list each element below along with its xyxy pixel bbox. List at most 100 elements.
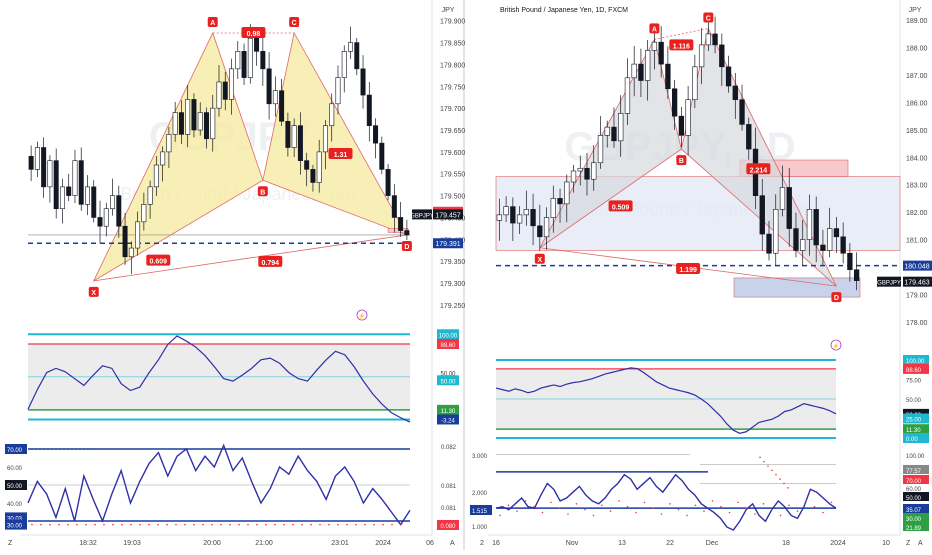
osc2-dot	[76, 523, 78, 526]
candle-body	[341, 51, 347, 78]
candle-body	[128, 247, 134, 258]
candle-body	[391, 195, 397, 218]
osc2-left-label: 1.515	[472, 509, 488, 515]
osc2-dot	[328, 523, 330, 526]
osc-tag-text: 100.00	[439, 333, 458, 339]
y-tick-label: 179.600	[440, 150, 465, 157]
y-tick-label: 185.00	[906, 128, 928, 135]
osc2-right-label: 35.07	[906, 508, 922, 514]
osc2-right-label: 21.89	[906, 526, 922, 532]
candle-body	[178, 112, 184, 135]
osc2-dot	[94, 523, 96, 526]
osc2-dot	[35, 448, 37, 450]
flash-icon[interactable]	[356, 309, 368, 321]
osc2-dot	[139, 523, 141, 526]
osc-tag	[437, 414, 459, 425]
osc2-dot	[220, 523, 222, 526]
candle-body	[712, 33, 718, 46]
zone-target	[733, 277, 861, 298]
candle-body	[786, 187, 792, 229]
ratio-label-bg	[676, 262, 701, 274]
osc-tag	[903, 413, 929, 424]
osc2-dot	[550, 501, 552, 504]
osc2-dot	[516, 510, 518, 512]
y-tick-label: 179.250	[440, 303, 465, 310]
osc-line	[495, 367, 837, 434]
candle-body	[840, 236, 846, 254]
osc2-left-label: 50.00	[7, 484, 23, 490]
x-tick-label: 16	[492, 540, 500, 547]
point-label: D	[834, 295, 839, 302]
osc2-right-label: 0.081	[441, 484, 457, 490]
osc2-dot	[130, 523, 132, 526]
osc2-line	[27, 443, 411, 526]
osc-tag-text: 88.60	[906, 368, 922, 374]
point-label: C	[706, 15, 711, 22]
candle-body	[604, 126, 610, 136]
y-tick-label: 179.300	[440, 281, 465, 288]
candle-body	[692, 66, 698, 101]
osc2-right-label: 50.00	[906, 496, 922, 502]
axis-corner: Z	[8, 540, 13, 547]
symbol-tag	[412, 209, 432, 220]
osc2-dot	[783, 482, 785, 485]
candle-body	[97, 217, 103, 227]
y-tick-label: 179.00	[906, 292, 928, 299]
axis-corner: A	[918, 540, 923, 547]
y-tick-label: 189.00	[906, 18, 928, 25]
osc2-dot	[166, 523, 168, 526]
point-label: B	[260, 189, 265, 196]
flash-icon-glyph: ⚡	[832, 342, 839, 350]
candle-body	[671, 88, 678, 117]
candle-body	[297, 125, 303, 161]
osc-tag-text: 25.00	[906, 418, 922, 424]
candle-body	[543, 217, 550, 238]
osc2-dot	[788, 504, 790, 507]
osc-tag	[903, 355, 929, 365]
y-tick-label: 187.00	[906, 73, 928, 80]
candle-body	[348, 42, 354, 52]
point-label-bg	[401, 240, 412, 251]
osc2-dot	[184, 523, 186, 526]
osc2-dot	[626, 505, 629, 508]
osc2-tag	[903, 504, 929, 513]
flash-icon[interactable]	[830, 339, 842, 351]
osc2-dot	[541, 511, 544, 514]
osc-tag-text: 11.30	[441, 409, 456, 415]
osc2-line	[495, 473, 837, 531]
candle-body	[759, 195, 765, 235]
point-label-bg	[649, 23, 660, 34]
candle-body	[385, 169, 391, 196]
osc2-left-label: 40.00	[7, 502, 23, 508]
osc2-left-tag	[5, 444, 27, 454]
candle-body	[28, 155, 34, 170]
y-tick-label: 179.650	[440, 128, 465, 135]
osc2-dot	[87, 448, 89, 450]
point-label-bg	[257, 186, 268, 197]
osc2-dot	[40, 523, 42, 526]
osc2-dot	[805, 500, 807, 502]
y-tick-label: 179.700	[440, 106, 465, 113]
axis-corner: Z	[906, 540, 911, 547]
candle-body	[631, 63, 637, 79]
osc2-dot	[49, 523, 51, 526]
candle-body	[577, 167, 583, 172]
osc-tag	[437, 367, 459, 378]
osc2-dot	[71, 448, 73, 450]
point-label: A	[210, 20, 215, 27]
x-tick-label: 23:01	[331, 540, 349, 547]
osc-tag	[437, 338, 459, 349]
ratio-label-bg	[746, 163, 771, 175]
chart-title: British Pound / Japanese Yen, 1D, FXCM	[500, 7, 628, 14]
osc2-dot	[567, 513, 569, 515]
osc2-dot	[55, 448, 57, 450]
candle-body	[172, 112, 178, 135]
osc2-left-tag	[470, 505, 492, 515]
y-tick-label: 179.500	[440, 194, 465, 201]
osc2-dot	[771, 469, 773, 472]
osc2-dot	[558, 507, 561, 509]
osc-tag-text: 50.00	[440, 379, 456, 385]
candle-body	[59, 186, 65, 210]
candle-body	[247, 37, 253, 78]
